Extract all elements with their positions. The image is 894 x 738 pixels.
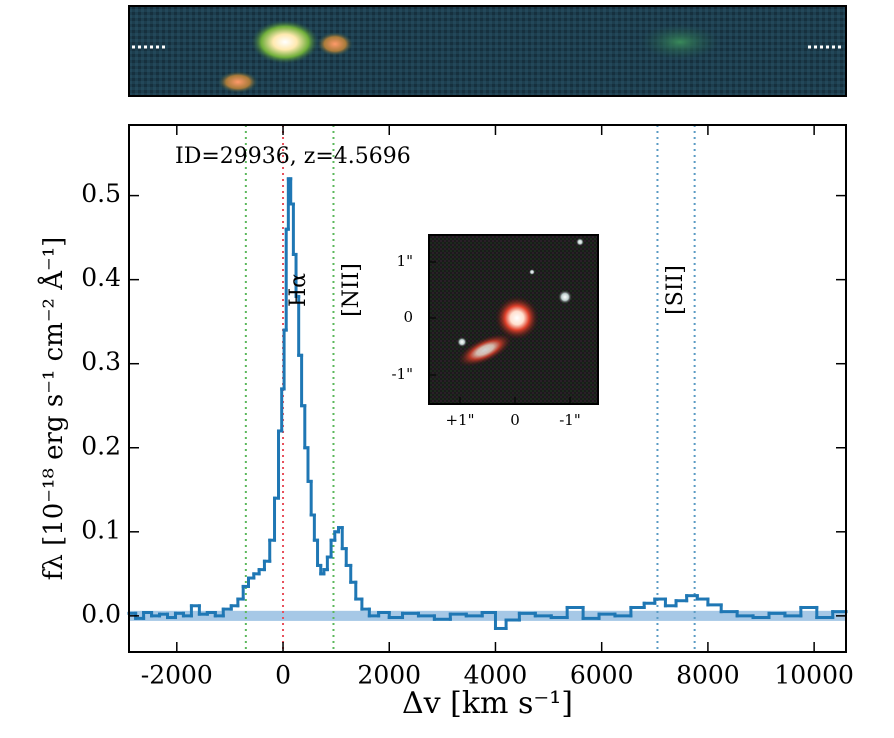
inset-y-tick-label: 1" — [397, 252, 413, 270]
x-tick-label: -2000 — [141, 661, 213, 690]
axes-frame — [128, 124, 847, 653]
y-axis-label: fλ [10⁻¹⁸ erg s⁻¹ cm⁻² Å⁻¹] — [37, 237, 69, 581]
inset-y-tick-label: -1" — [391, 365, 413, 383]
x-tick-label: 4000 — [464, 661, 528, 690]
x-tick-label: 8000 — [676, 661, 740, 690]
y-tick-label: 0.1 — [81, 515, 121, 544]
inset-x-tick-label: +1" — [445, 411, 474, 429]
x-axis-label: Δv [km s⁻¹] — [402, 686, 573, 721]
y-tick-label: 0.0 — [81, 599, 121, 628]
inset-image — [428, 234, 599, 405]
x-tick-label: 10000 — [774, 661, 854, 690]
inset-x-tick-label: -1" — [559, 411, 581, 429]
line-label: [SII] — [663, 265, 688, 315]
annotation: ID=29936, z=4.5696 — [175, 144, 411, 169]
y-tick-label: 0.4 — [81, 263, 121, 292]
x-tick-label: 6000 — [570, 661, 634, 690]
spectrum-2d — [128, 5, 847, 97]
x-tick-label: 0 — [275, 661, 291, 690]
x-tick-label: 2000 — [357, 661, 421, 690]
inset-x-tick-label: 0 — [510, 411, 520, 429]
y-tick-label: 0.5 — [81, 179, 121, 208]
y-tick-label: 0.3 — [81, 347, 121, 376]
error-band — [129, 610, 846, 621]
y-tick-label: 0.2 — [81, 431, 121, 460]
inset-y-tick-label: 0 — [403, 308, 413, 326]
plot-area: -2000 0 2000 4000 6000 8000 10000 0.0 0.1 0.2 0.3 0… — [37, 124, 854, 721]
line-label: [NII] — [339, 263, 364, 317]
line-label: Hα — [286, 273, 311, 307]
